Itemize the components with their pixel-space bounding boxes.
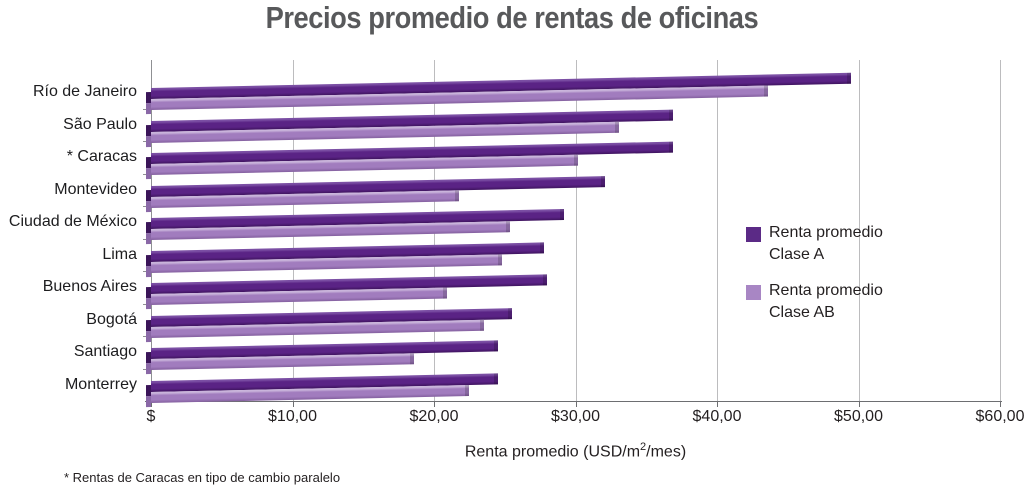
legend-label-line1: Renta promedio (769, 282, 883, 299)
bar-side-cap (146, 395, 151, 407)
legend-label-line2: Clase AB (769, 304, 835, 321)
bar-side-cap (146, 233, 151, 245)
bar-end-bevel (669, 109, 674, 121)
gridline (858, 60, 860, 401)
bar-end-bevel (442, 287, 447, 299)
bar-end-bevel (847, 72, 852, 84)
bar-end-bevel (465, 384, 470, 396)
x-axis-title-post: /mes) (646, 443, 687, 461)
chart-title-text: Precios promedio de rentas de oficinas (265, 0, 759, 35)
bar-end-bevel (615, 121, 620, 133)
row-label: Bogotá (86, 310, 137, 328)
x-axis-title: Renta promedio (USD/m2/mes) (151, 441, 1000, 461)
bar-end-bevel (410, 353, 415, 365)
bar-end-bevel (574, 154, 579, 166)
bar-side-cap (146, 265, 151, 277)
bar-side-cap (146, 363, 151, 375)
bar-end-bevel (506, 221, 511, 233)
x-tick-label: $30,00 (551, 408, 600, 425)
row-label: Santiago (73, 343, 137, 360)
x-axis-tick (717, 401, 718, 407)
x-axis-line (145, 401, 1002, 402)
row-label: São Paulo (63, 115, 137, 133)
row-label: Ciudad de México (8, 213, 137, 230)
bar-end-bevel (560, 208, 565, 221)
x-tick-label: $10,00 (268, 408, 317, 425)
bar-end-bevel (540, 241, 545, 254)
bar-side-cap (146, 135, 151, 147)
x-axis-title-pre: Renta promedio (USD/m (464, 443, 641, 461)
x-axis-tick (575, 401, 577, 407)
legend-label-line2: Clase A (769, 246, 825, 263)
bar-end-bevel (601, 175, 606, 187)
row-label: Buenos Aires (42, 278, 137, 295)
x-tick-label: $ (146, 408, 156, 425)
x-axis-tick (151, 401, 152, 407)
row-label: * Caracas (66, 148, 137, 165)
gridline (575, 60, 577, 401)
x-tick-label: $60,00 (975, 408, 1024, 425)
legend-label-clase_a: Renta promedio Clase A (769, 222, 883, 266)
bar-side-cap (146, 103, 151, 115)
row-label: Montevideo (54, 180, 137, 198)
row-label: Lima (102, 245, 137, 263)
bar-end-bevel (507, 307, 512, 319)
gridline (1000, 60, 1001, 401)
bar-end-bevel (493, 340, 498, 352)
bar-end-bevel (497, 253, 502, 265)
x-axis-tick (292, 401, 294, 407)
bar-end-bevel (479, 319, 484, 331)
bar-side-cap (146, 168, 151, 180)
bar-end-bevel (455, 189, 460, 201)
x-tick-label: $50,00 (834, 408, 883, 425)
x-axis-title-sup: 2 (640, 441, 647, 453)
bar-end-bevel (763, 85, 768, 97)
legend-label-line1: Renta promedio (769, 224, 883, 241)
bar-side-cap (146, 298, 151, 310)
bar-end-bevel (493, 372, 498, 385)
bar-side-cap (146, 330, 151, 342)
x-tick-label: $20,00 (409, 408, 459, 425)
legend-entry-clase_a: Renta promedio Clase A (746, 222, 906, 266)
legend-swatch-clase_ab (746, 285, 761, 300)
legend-label-clase_ab: Renta promedio Clase AB (769, 280, 883, 324)
x-axis-tick (1000, 401, 1001, 407)
x-axis-tick (434, 401, 435, 407)
chart-title: Precios promedio de rentas de oficinas (0, 0, 1024, 36)
x-tick-label: $40,00 (692, 408, 742, 425)
bar-end-bevel (669, 141, 674, 153)
row-label: Monterrey (64, 375, 137, 393)
bar-side-cap (146, 200, 151, 212)
bar-end-bevel (543, 274, 548, 286)
legend-entry-clase_ab: Renta promedio Clase AB (746, 280, 906, 324)
legend-swatch-clase_a (746, 227, 761, 242)
row-label: Río de Janeiro (32, 83, 137, 100)
x-axis-tick (858, 401, 860, 407)
gridline (717, 60, 718, 401)
footnote: * Rentas de Caracas en tipo de cambio pa… (64, 470, 341, 485)
